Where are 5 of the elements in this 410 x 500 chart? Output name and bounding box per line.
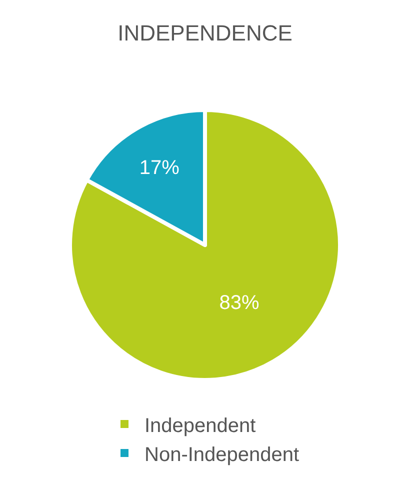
data-label: 83% [219, 292, 260, 314]
data-label: 17% [139, 156, 180, 179]
legend-label: Independent [144, 414, 256, 437]
chart-title: INDEPENDENCE [118, 20, 292, 46]
legend-label: Non-Independent [144, 444, 300, 466]
